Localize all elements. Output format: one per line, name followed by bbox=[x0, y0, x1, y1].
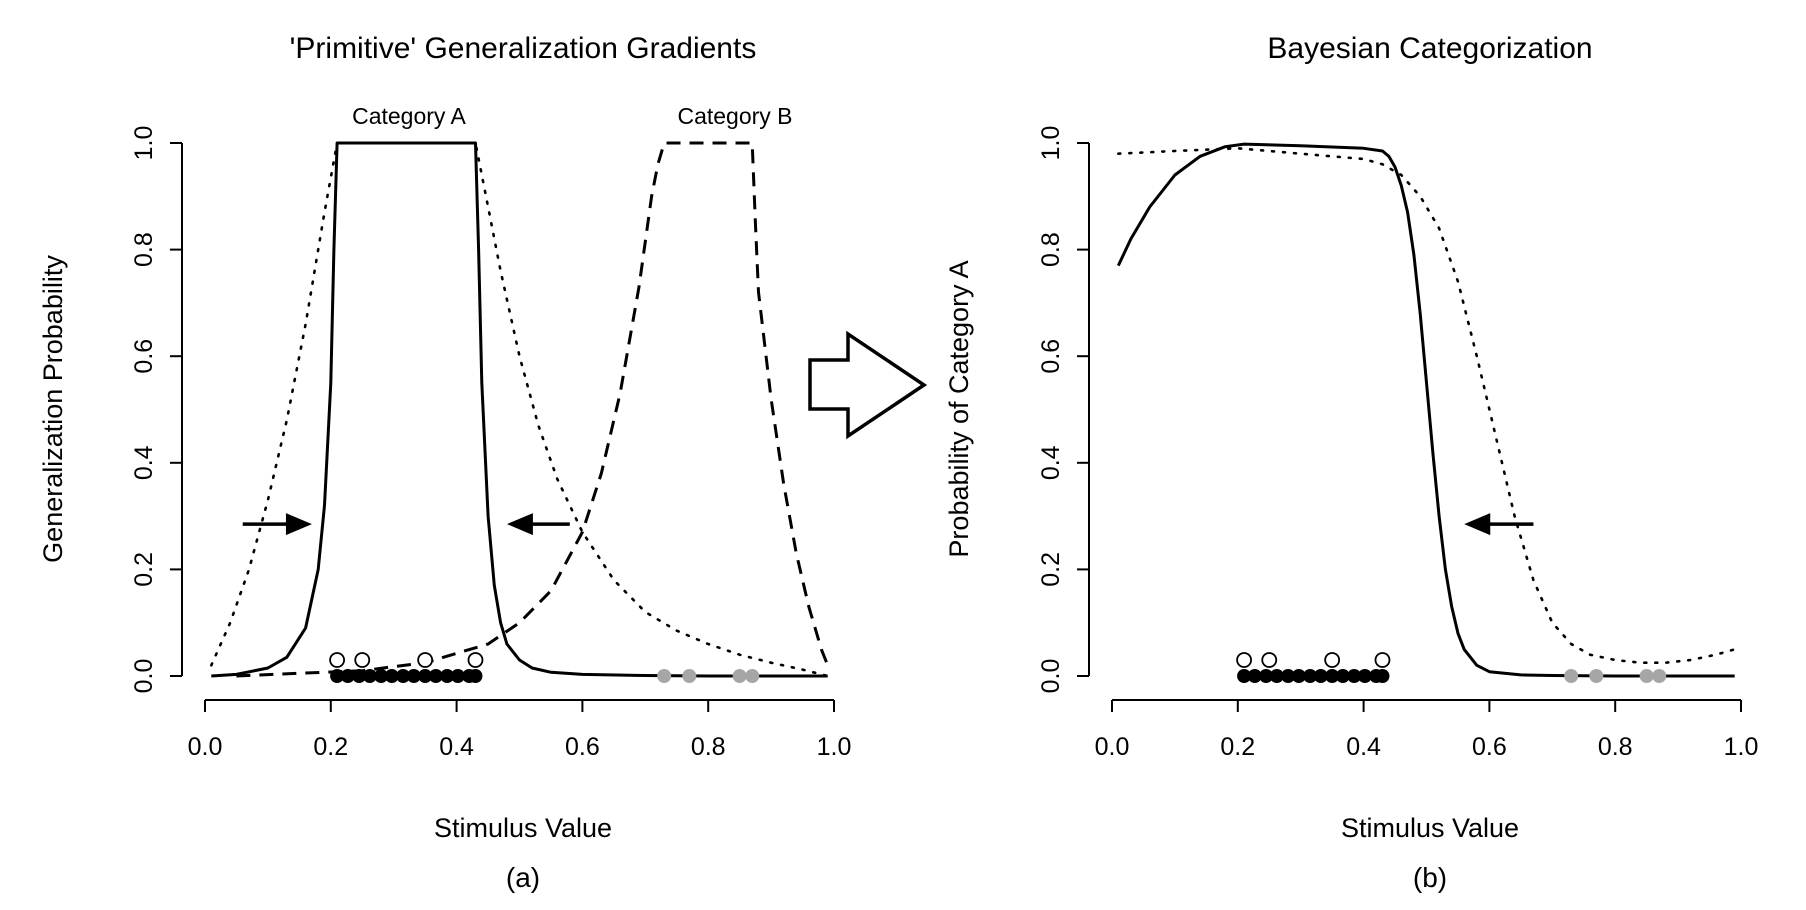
panel-a-category-b-point bbox=[732, 669, 747, 683]
panel-b-x-tick-label: 0.6 bbox=[1472, 733, 1507, 761]
panel-a-y-axis-label: Generalization Probability bbox=[38, 255, 68, 563]
panel-b-chart: Bayesian Categorization Stimulus Value P… bbox=[944, 32, 1758, 893]
transition-arrow-icon bbox=[808, 330, 928, 440]
panel-a-category-a-point bbox=[440, 669, 455, 683]
panel-a-y-tick-label: 0.6 bbox=[130, 339, 158, 374]
panel-a-category-a-point bbox=[330, 669, 345, 683]
panel-b-category-a-open-point bbox=[1236, 652, 1252, 668]
panel-a-category-a-point bbox=[396, 669, 411, 683]
panel-a-category-a-point bbox=[418, 669, 433, 683]
panel-a-category-a-point bbox=[374, 669, 389, 683]
panel-a-category-a-point bbox=[384, 669, 399, 683]
panel-b-category-a-open-point bbox=[1324, 652, 1341, 668]
panel-a-category-a-open-point bbox=[417, 652, 434, 668]
panel-b-title: Bayesian Categorization bbox=[1267, 32, 1592, 65]
panel-b-category-a-point bbox=[1269, 669, 1284, 683]
panel-b-x-axis-label: Stimulus Value bbox=[1341, 813, 1519, 843]
category-a-label: Category A bbox=[352, 103, 466, 129]
panel-a-category-a-point bbox=[468, 669, 483, 683]
panel-a-label: (a) bbox=[506, 862, 540, 893]
panel-b-category-a-point bbox=[1259, 669, 1274, 683]
panel-b-category-a-point bbox=[1375, 669, 1390, 683]
panel-a-category-a-point bbox=[340, 669, 355, 683]
panel-b-x-tick-label: 0.0 bbox=[1095, 733, 1130, 761]
panel-a-arrow-head-right-icon bbox=[285, 513, 312, 536]
panel-b-category-b-point bbox=[1589, 669, 1604, 683]
panel-a-category-a-point bbox=[428, 669, 443, 683]
panel-b-y-tick-label: 0.6 bbox=[1037, 339, 1065, 374]
panel-b-category-a-point bbox=[1357, 669, 1372, 683]
panel-b-y-tick-label: 0.0 bbox=[1037, 659, 1065, 694]
panel-a-category-a-open-point bbox=[329, 652, 345, 668]
panel-a-x-tick-label: 0.0 bbox=[188, 733, 223, 761]
panel-b-category-a-point bbox=[1313, 669, 1328, 683]
panel-a-y-tick-label: 1.0 bbox=[130, 126, 158, 161]
panel-b-x-tick-label: 1.0 bbox=[1724, 733, 1759, 761]
panel-b-y-axis-label: Probability of Category A bbox=[944, 260, 974, 557]
panel-b-category-a-point bbox=[1247, 669, 1262, 683]
panel-a-y-tick-label: 0.4 bbox=[130, 445, 158, 480]
panel-b-category-b-point bbox=[1652, 669, 1667, 683]
panel-b-arrow-head-left-icon bbox=[1464, 513, 1491, 536]
panel-b-y-tick-label: 0.8 bbox=[1037, 232, 1065, 267]
panel-a-x-tick-label: 0.6 bbox=[565, 733, 600, 761]
panel-b-category-a-point bbox=[1281, 669, 1296, 683]
panel-a-chart: 'Primitive' Generalization Gradients Sti… bbox=[38, 32, 851, 893]
panel-a-series-solid bbox=[211, 141, 828, 678]
panel-a-x-tick-label: 0.2 bbox=[313, 733, 348, 761]
panel-b-y-tick-label: 1.0 bbox=[1037, 126, 1065, 161]
panel-a-category-b-point bbox=[745, 669, 760, 683]
panel-a-category-a-open-point bbox=[354, 652, 371, 668]
panel-a-title: 'Primitive' Generalization Gradients bbox=[290, 32, 757, 65]
panel-b-category-a-point bbox=[1347, 669, 1362, 683]
panel-b-category-a-point bbox=[1325, 669, 1340, 683]
panel-a-category-a-point bbox=[406, 669, 421, 683]
panel-b-y-tick-label: 0.2 bbox=[1037, 552, 1065, 587]
panel-a-series-dashed bbox=[236, 141, 830, 678]
panel-b-category-b-point bbox=[1639, 669, 1654, 683]
panel-b-x-tick-label: 0.8 bbox=[1598, 733, 1633, 761]
panel-a-x-axis-label: Stimulus Value bbox=[434, 813, 612, 843]
panel-b-x-tick-label: 0.4 bbox=[1346, 733, 1381, 761]
panel-a-y-tick-label: 0.8 bbox=[130, 232, 158, 267]
panel-a-x-tick-label: 1.0 bbox=[817, 733, 852, 761]
panel-b-category-a-point bbox=[1237, 669, 1252, 683]
panel-b-category-a-point bbox=[1335, 669, 1350, 683]
panel-a-arrow-head-left-icon bbox=[506, 513, 533, 536]
panel-a-category-a-point bbox=[450, 669, 465, 683]
panel-b-x-tick-label: 0.2 bbox=[1220, 733, 1255, 761]
panel-b-label: (b) bbox=[1413, 862, 1447, 893]
panel-a-y-tick-label: 0.2 bbox=[130, 552, 158, 587]
panel-a-category-a-point bbox=[352, 669, 367, 683]
panel-a-category-b-point bbox=[657, 669, 672, 683]
category-b-label: Category B bbox=[677, 103, 792, 129]
panel-a-category-a-open-point bbox=[467, 652, 484, 668]
panel-a-series-dotted bbox=[210, 141, 829, 678]
panel-a-category-a-point bbox=[362, 669, 377, 683]
panel-b-series-dotted bbox=[1117, 147, 1736, 664]
panel-b-series-solid bbox=[1116, 142, 1735, 678]
panel-b-category-a-point bbox=[1303, 669, 1318, 683]
panel-a-y-tick-label: 0.0 bbox=[130, 659, 158, 694]
panel-b-category-a-open-point bbox=[1374, 652, 1391, 668]
panel-b-category-b-point bbox=[1564, 669, 1579, 683]
panel-a-x-tick-label: 0.4 bbox=[439, 733, 474, 761]
panel-b-category-a-open-point bbox=[1261, 652, 1278, 668]
panel-a-category-b-point bbox=[682, 669, 697, 683]
panel-a-x-tick-label: 0.8 bbox=[691, 733, 726, 761]
panel-b-category-a-point bbox=[1291, 669, 1306, 683]
panel-b-y-tick-label: 0.4 bbox=[1037, 445, 1065, 480]
